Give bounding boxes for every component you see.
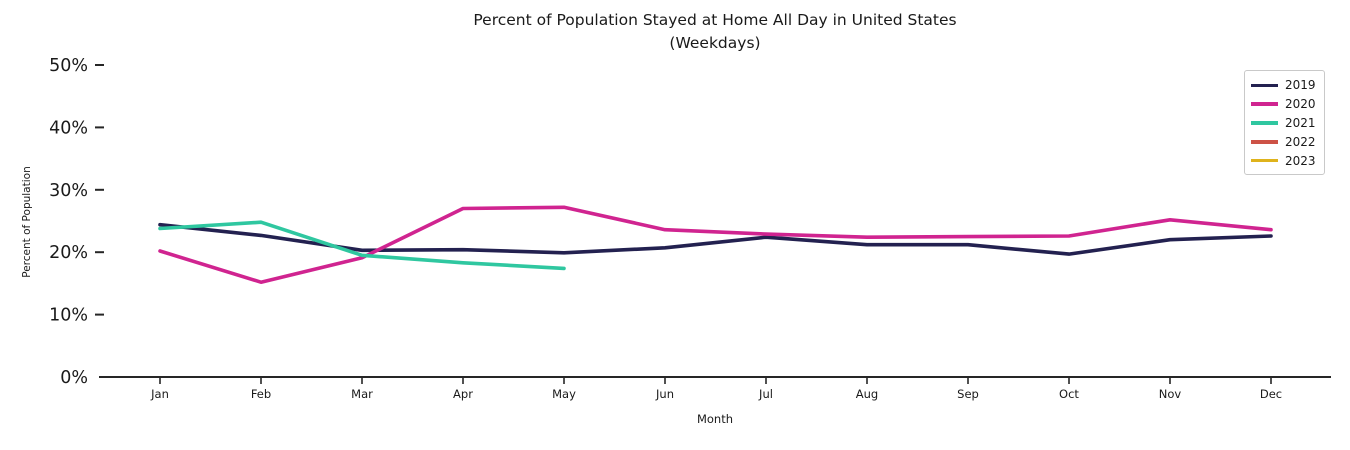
legend: 2019 2020 2021 2022 2023 xyxy=(1244,70,1325,175)
x-tick-label: Nov xyxy=(1159,387,1182,401)
y-tick-label: 30% xyxy=(49,181,88,201)
series-line-2019 xyxy=(158,222,1273,256)
series-line-2021 xyxy=(158,220,566,271)
legend-item-2023: 2023 xyxy=(1245,151,1324,170)
series-line-2020 xyxy=(158,205,1273,285)
y-tick-label: 20% xyxy=(49,243,88,263)
legend-swatch-2020 xyxy=(1251,102,1278,106)
legend-label-2019: 2019 xyxy=(1285,78,1316,93)
legend-swatch-2022 xyxy=(1251,140,1278,144)
legend-label-2021: 2021 xyxy=(1285,115,1316,130)
x-tick-label: Jan xyxy=(150,387,169,401)
x-tick-label: Apr xyxy=(453,387,473,401)
legend-swatch-2021 xyxy=(1251,121,1278,125)
x-tick-label: Dec xyxy=(1260,387,1282,401)
chart-title: Percent of Population Stayed at Home All… xyxy=(90,9,1340,55)
y-tick-label: 10% xyxy=(49,306,88,326)
legend-label-2022: 2022 xyxy=(1285,134,1316,149)
legend-swatch-2019 xyxy=(1251,83,1278,88)
legend-item-2020: 2020 xyxy=(1245,95,1324,114)
x-tick-label: May xyxy=(552,387,576,401)
x-tick-label: Sep xyxy=(957,387,979,401)
x-tick-label: Jul xyxy=(758,387,773,401)
legend-label-2023: 2023 xyxy=(1285,153,1316,168)
x-tick-label: Jun xyxy=(655,387,674,401)
chart-title-line1: Percent of Population Stayed at Home All… xyxy=(473,11,957,29)
legend-item-2022: 2022 xyxy=(1245,132,1324,151)
x-tick-label: Aug xyxy=(856,387,878,401)
x-tick-label: Oct xyxy=(1059,387,1079,401)
legend-item-2019: 2019 xyxy=(1245,76,1324,95)
x-tick-label: Mar xyxy=(351,387,373,401)
x-tick-label: Feb xyxy=(251,387,271,401)
y-tick-label: 50% xyxy=(49,56,88,76)
x-axis-title: Month xyxy=(696,412,734,426)
legend-label-2020: 2020 xyxy=(1285,97,1316,112)
legend-swatch-2023 xyxy=(1251,158,1278,163)
y-tick-label: 40% xyxy=(49,118,88,138)
chart-title-line2: (Weekdays) xyxy=(669,34,761,52)
y-axis-title: Percent of Population xyxy=(21,166,33,278)
legend-item-2021: 2021 xyxy=(1245,114,1324,133)
y-tick-label: 0% xyxy=(60,368,88,388)
